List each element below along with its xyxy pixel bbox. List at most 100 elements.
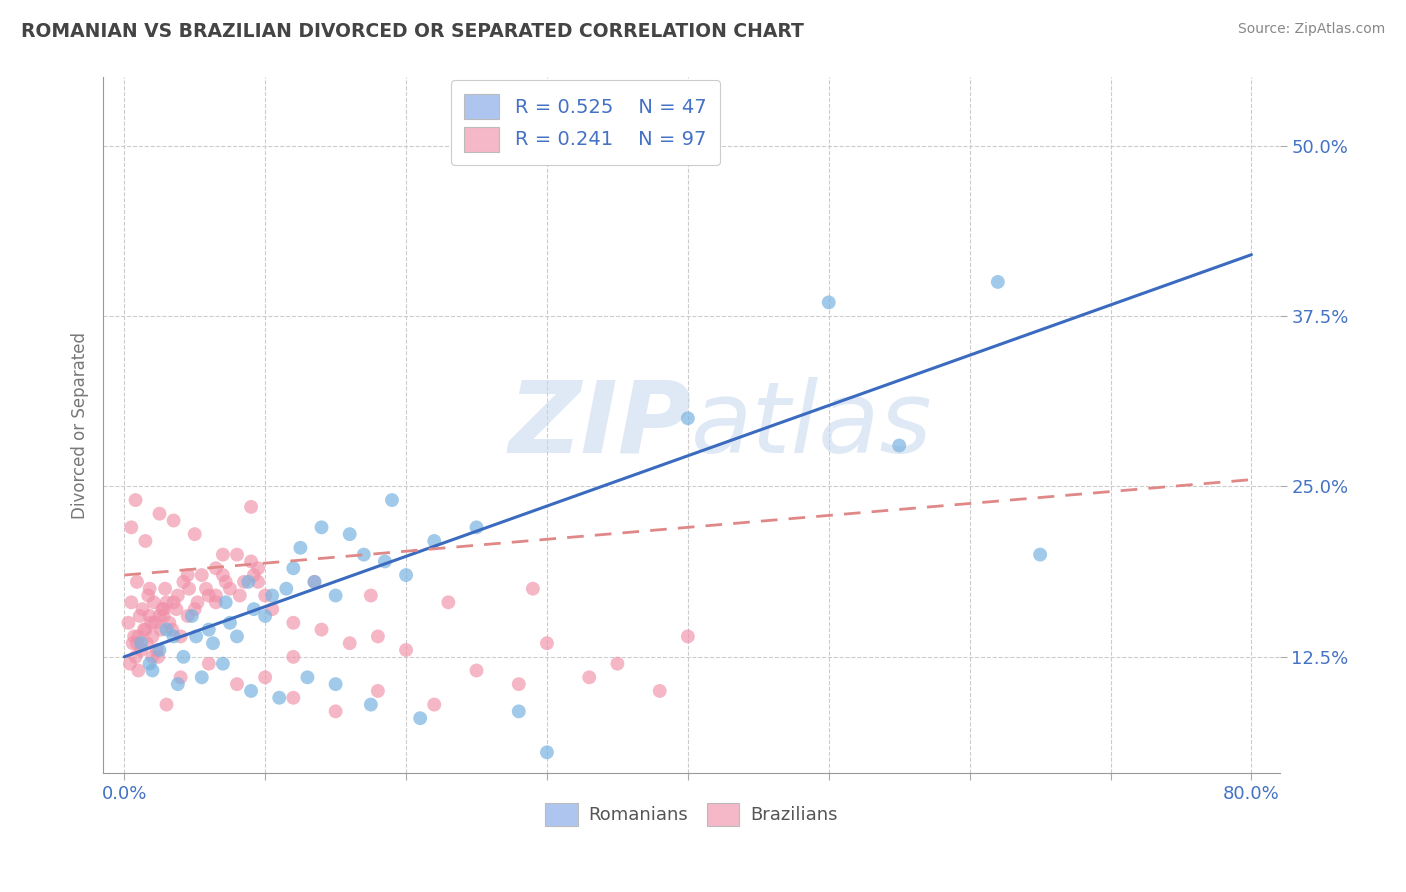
Point xyxy=(120,595,142,609)
Point xyxy=(238,574,260,589)
Point xyxy=(226,677,249,691)
Point xyxy=(148,609,170,624)
Point xyxy=(152,609,174,624)
Point xyxy=(177,582,200,596)
Point xyxy=(240,500,263,514)
Point xyxy=(143,615,166,630)
Point xyxy=(162,629,184,643)
Point xyxy=(212,568,235,582)
Point xyxy=(176,609,198,624)
Point xyxy=(184,629,207,643)
Point xyxy=(606,657,628,671)
Point xyxy=(240,684,263,698)
Point xyxy=(162,514,184,528)
Point xyxy=(536,636,558,650)
Point xyxy=(198,589,221,603)
Point xyxy=(169,670,191,684)
Point xyxy=(124,493,146,508)
Point xyxy=(578,670,600,684)
Point xyxy=(129,643,152,657)
Point xyxy=(146,649,169,664)
Point xyxy=(283,561,305,575)
Point xyxy=(409,711,432,725)
Point xyxy=(136,589,159,603)
Point xyxy=(508,705,530,719)
Point xyxy=(240,554,263,568)
Point xyxy=(212,657,235,671)
Point xyxy=(150,602,173,616)
Point xyxy=(339,527,361,541)
Point xyxy=(247,574,270,589)
Point xyxy=(283,690,305,705)
Point xyxy=(125,574,148,589)
Point xyxy=(141,649,163,664)
Point xyxy=(198,623,221,637)
Point xyxy=(166,677,188,691)
Point xyxy=(311,520,333,534)
Point xyxy=(276,582,298,596)
Point xyxy=(215,595,238,609)
Point xyxy=(183,527,205,541)
Point xyxy=(120,520,142,534)
Point xyxy=(180,609,202,624)
Point xyxy=(205,595,228,609)
Point xyxy=(215,574,238,589)
Point xyxy=(190,568,212,582)
Point xyxy=(676,411,699,425)
Point xyxy=(508,677,530,691)
Point xyxy=(367,629,389,643)
Point xyxy=(212,548,235,562)
Point xyxy=(125,636,148,650)
Point xyxy=(1029,548,1052,562)
Point xyxy=(987,275,1010,289)
Point xyxy=(522,582,544,596)
Point xyxy=(325,589,347,603)
Point xyxy=(142,595,165,609)
Point xyxy=(254,670,277,684)
Point xyxy=(148,643,170,657)
Text: atlas: atlas xyxy=(692,376,934,474)
Point xyxy=(127,629,149,643)
Point xyxy=(165,602,187,616)
Text: Source: ZipAtlas.com: Source: ZipAtlas.com xyxy=(1237,22,1385,37)
Point xyxy=(195,582,218,596)
Point xyxy=(219,582,242,596)
Text: ROMANIAN VS BRAZILIAN DIVORCED OR SEPARATED CORRELATION CHART: ROMANIAN VS BRAZILIAN DIVORCED OR SEPARA… xyxy=(21,22,804,41)
Point xyxy=(243,568,266,582)
Point xyxy=(262,589,284,603)
Point xyxy=(122,629,145,643)
Point xyxy=(395,568,418,582)
Point xyxy=(131,602,153,616)
Point xyxy=(155,595,177,609)
Point xyxy=(152,602,174,616)
Point xyxy=(198,657,221,671)
Point xyxy=(233,574,256,589)
Point xyxy=(311,623,333,637)
Legend: Romanians, Brazilians: Romanians, Brazilians xyxy=(538,796,845,833)
Point xyxy=(283,615,305,630)
Point xyxy=(205,561,228,575)
Y-axis label: Divorced or Separated: Divorced or Separated xyxy=(72,332,89,518)
Point xyxy=(139,615,162,630)
Point xyxy=(129,636,152,650)
Point xyxy=(121,636,143,650)
Point xyxy=(205,589,228,603)
Point xyxy=(160,623,183,637)
Point xyxy=(367,684,389,698)
Point xyxy=(166,589,188,603)
Point xyxy=(283,649,305,664)
Point xyxy=(157,615,180,630)
Point xyxy=(339,636,361,650)
Point xyxy=(395,643,418,657)
Point xyxy=(254,589,277,603)
Point xyxy=(889,438,911,452)
Point xyxy=(118,657,141,671)
Point xyxy=(176,568,198,582)
Point xyxy=(202,636,225,650)
Point xyxy=(247,561,270,575)
Point xyxy=(423,698,446,712)
Point xyxy=(149,623,172,637)
Point xyxy=(304,574,326,589)
Point xyxy=(190,670,212,684)
Point xyxy=(360,589,382,603)
